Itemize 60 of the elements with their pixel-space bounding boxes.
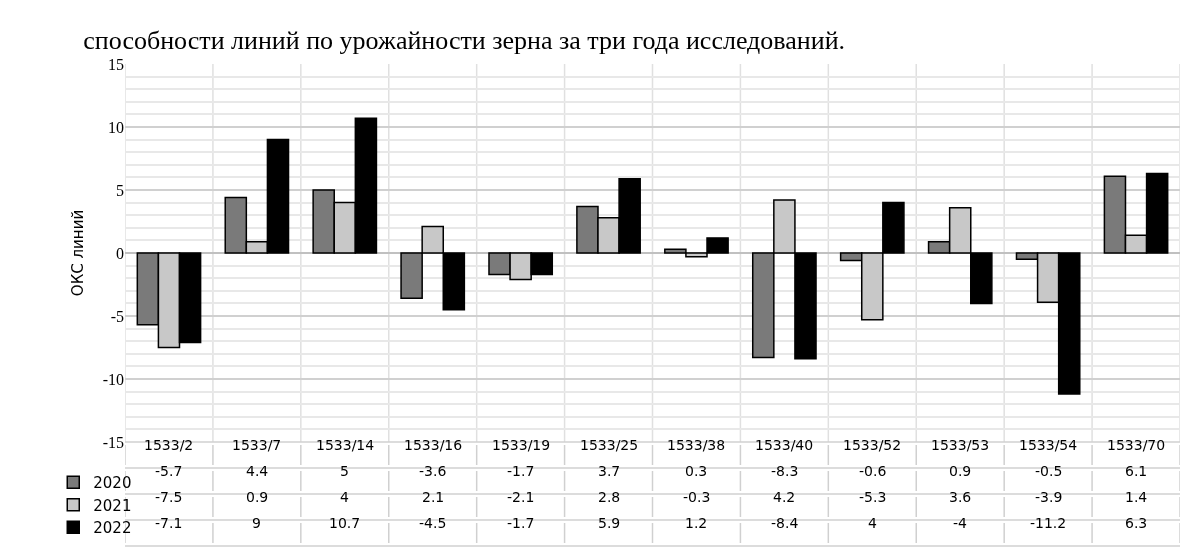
data-label: -8.4 bbox=[771, 515, 799, 531]
data-label: 4.2 bbox=[773, 489, 796, 505]
data-label: -0.3 bbox=[683, 489, 711, 505]
x-tick-label: 1533/54 bbox=[1019, 437, 1078, 453]
data-label: -7.1 bbox=[155, 515, 183, 531]
data-label: -7.5 bbox=[155, 489, 183, 505]
chart-title: способности линий по урожайности зерна за три года исследований. bbox=[83, 26, 846, 56]
data-label: 3.6 bbox=[949, 489, 972, 505]
data-label: -5.7 bbox=[155, 463, 183, 479]
data-label: 3.7 bbox=[598, 463, 621, 479]
data-label: 4.4 bbox=[246, 463, 269, 479]
data-label: -0.6 bbox=[859, 463, 887, 479]
data-label: -8.3 bbox=[771, 463, 799, 479]
data-label: -2.1 bbox=[507, 489, 535, 505]
data-label: 1.4 bbox=[1125, 489, 1148, 505]
y-tick-label: 5 bbox=[116, 181, 124, 199]
x-tick-label: 1533/53 bbox=[931, 437, 990, 453]
legend-label: 2022 bbox=[93, 519, 132, 538]
x-tick-label: 1533/16 bbox=[404, 437, 463, 453]
data-label: -3.9 bbox=[1035, 489, 1063, 505]
data-label: 9 bbox=[252, 515, 261, 531]
data-label: -11.2 bbox=[1030, 515, 1067, 531]
x-tick-label: 1533/40 bbox=[755, 437, 814, 453]
x-tick-label: 1533/25 bbox=[580, 437, 639, 453]
y-tick-label: 0 bbox=[116, 244, 124, 262]
y-axis-title: ОКС линий bbox=[68, 209, 87, 297]
data-label: -4 bbox=[953, 515, 968, 531]
data-label: 4 bbox=[340, 489, 349, 505]
legend-label: 2020 bbox=[93, 474, 132, 493]
x-tick-label: 1533/70 bbox=[1107, 437, 1166, 453]
data-label: 0.9 bbox=[949, 463, 972, 479]
data-label: 5.9 bbox=[598, 515, 621, 531]
data-label: 6.3 bbox=[1125, 515, 1148, 531]
x-tick-label: 1533/7 bbox=[232, 437, 282, 453]
data-label: -5.3 bbox=[859, 489, 887, 505]
y-tick-label: 10 bbox=[108, 118, 124, 136]
y-tick-label: 15 bbox=[108, 55, 124, 73]
data-label: 10.7 bbox=[329, 515, 361, 531]
y-tick-label: -15 bbox=[102, 433, 124, 451]
data-label: 2.8 bbox=[598, 489, 621, 505]
y-tick-label: -10 bbox=[102, 370, 124, 388]
data-label: 6.1 bbox=[1125, 463, 1148, 479]
x-tick-label: 1533/38 bbox=[667, 437, 726, 453]
data-label: 2.1 bbox=[422, 489, 445, 505]
x-tick-label: 1533/2 bbox=[144, 437, 194, 453]
data-label: -1.7 bbox=[507, 515, 535, 531]
data-label: -1.7 bbox=[507, 463, 535, 479]
data-label: 0.9 bbox=[246, 489, 269, 505]
data-label: 0.3 bbox=[685, 463, 708, 479]
data-label: 4 bbox=[868, 515, 877, 531]
x-tick-label: 1533/14 bbox=[316, 437, 375, 453]
data-label: -4.5 bbox=[419, 515, 447, 531]
legend-label: 2021 bbox=[93, 496, 132, 515]
x-tick-label: 1533/52 bbox=[843, 437, 902, 453]
data-label: 1.2 bbox=[685, 515, 708, 531]
x-tick-label: 1533/19 bbox=[492, 437, 551, 453]
y-tick-label: -5 bbox=[110, 307, 124, 325]
data-label: -3.6 bbox=[419, 463, 447, 479]
data-label: 5 bbox=[340, 463, 349, 479]
data-label: -0.5 bbox=[1035, 463, 1063, 479]
